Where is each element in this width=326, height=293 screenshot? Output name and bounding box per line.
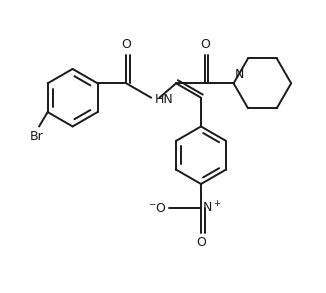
Text: N: N bbox=[235, 68, 244, 81]
Text: $^{-}$O: $^{-}$O bbox=[148, 202, 167, 215]
Text: HN: HN bbox=[154, 93, 173, 106]
Text: O: O bbox=[121, 38, 131, 52]
Text: N$^+$: N$^+$ bbox=[202, 201, 222, 216]
Text: O: O bbox=[196, 236, 206, 249]
Text: O: O bbox=[200, 38, 210, 52]
Text: Br: Br bbox=[30, 130, 44, 143]
